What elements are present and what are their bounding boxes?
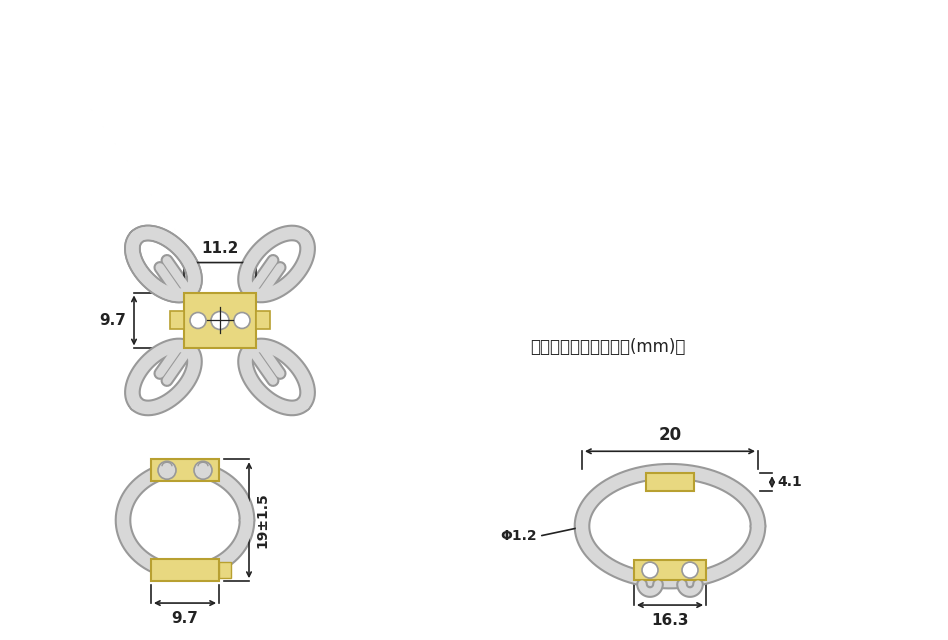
- FancyBboxPatch shape: [219, 562, 231, 578]
- FancyBboxPatch shape: [151, 460, 219, 481]
- Circle shape: [194, 461, 212, 479]
- FancyBboxPatch shape: [170, 312, 184, 330]
- FancyBboxPatch shape: [256, 312, 270, 330]
- Circle shape: [642, 562, 658, 578]
- Text: 注：所有尺寸均为毫米(mm)。: 注：所有尺寸均为毫米(mm)。: [530, 339, 685, 356]
- Circle shape: [211, 312, 229, 330]
- Circle shape: [682, 562, 698, 578]
- FancyBboxPatch shape: [634, 560, 706, 580]
- Text: 16.3: 16.3: [651, 613, 689, 628]
- Circle shape: [158, 461, 176, 479]
- Circle shape: [234, 312, 250, 328]
- Text: 9.7: 9.7: [100, 313, 126, 328]
- Text: 9.7: 9.7: [172, 611, 198, 626]
- Text: GR1-2.4D-A产品结构示意图: GR1-2.4D-A产品结构示意图: [251, 26, 697, 67]
- Text: 19±1.5: 19±1.5: [255, 492, 269, 548]
- Circle shape: [190, 312, 206, 328]
- FancyBboxPatch shape: [646, 473, 694, 492]
- FancyBboxPatch shape: [184, 292, 256, 348]
- Text: 11.2: 11.2: [201, 241, 239, 255]
- Text: 20: 20: [659, 426, 682, 444]
- Text: Φ1.2: Φ1.2: [501, 529, 537, 543]
- Text: 4.1: 4.1: [777, 476, 802, 489]
- FancyBboxPatch shape: [151, 559, 219, 581]
